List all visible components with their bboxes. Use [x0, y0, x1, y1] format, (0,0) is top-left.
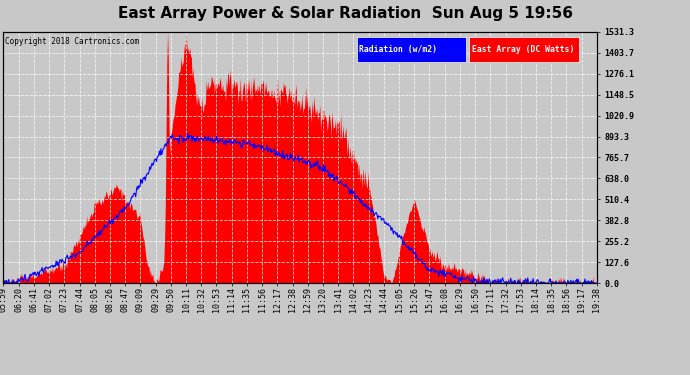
Text: East Array Power & Solar Radiation  Sun Aug 5 19:56: East Array Power & Solar Radiation Sun A…: [117, 6, 573, 21]
Text: Copyright 2018 Cartronics.com: Copyright 2018 Cartronics.com: [5, 37, 139, 46]
FancyBboxPatch shape: [357, 37, 466, 62]
FancyBboxPatch shape: [469, 37, 579, 62]
Text: Radiation (w/m2): Radiation (w/m2): [359, 45, 437, 54]
Text: East Array (DC Watts): East Array (DC Watts): [472, 45, 575, 54]
